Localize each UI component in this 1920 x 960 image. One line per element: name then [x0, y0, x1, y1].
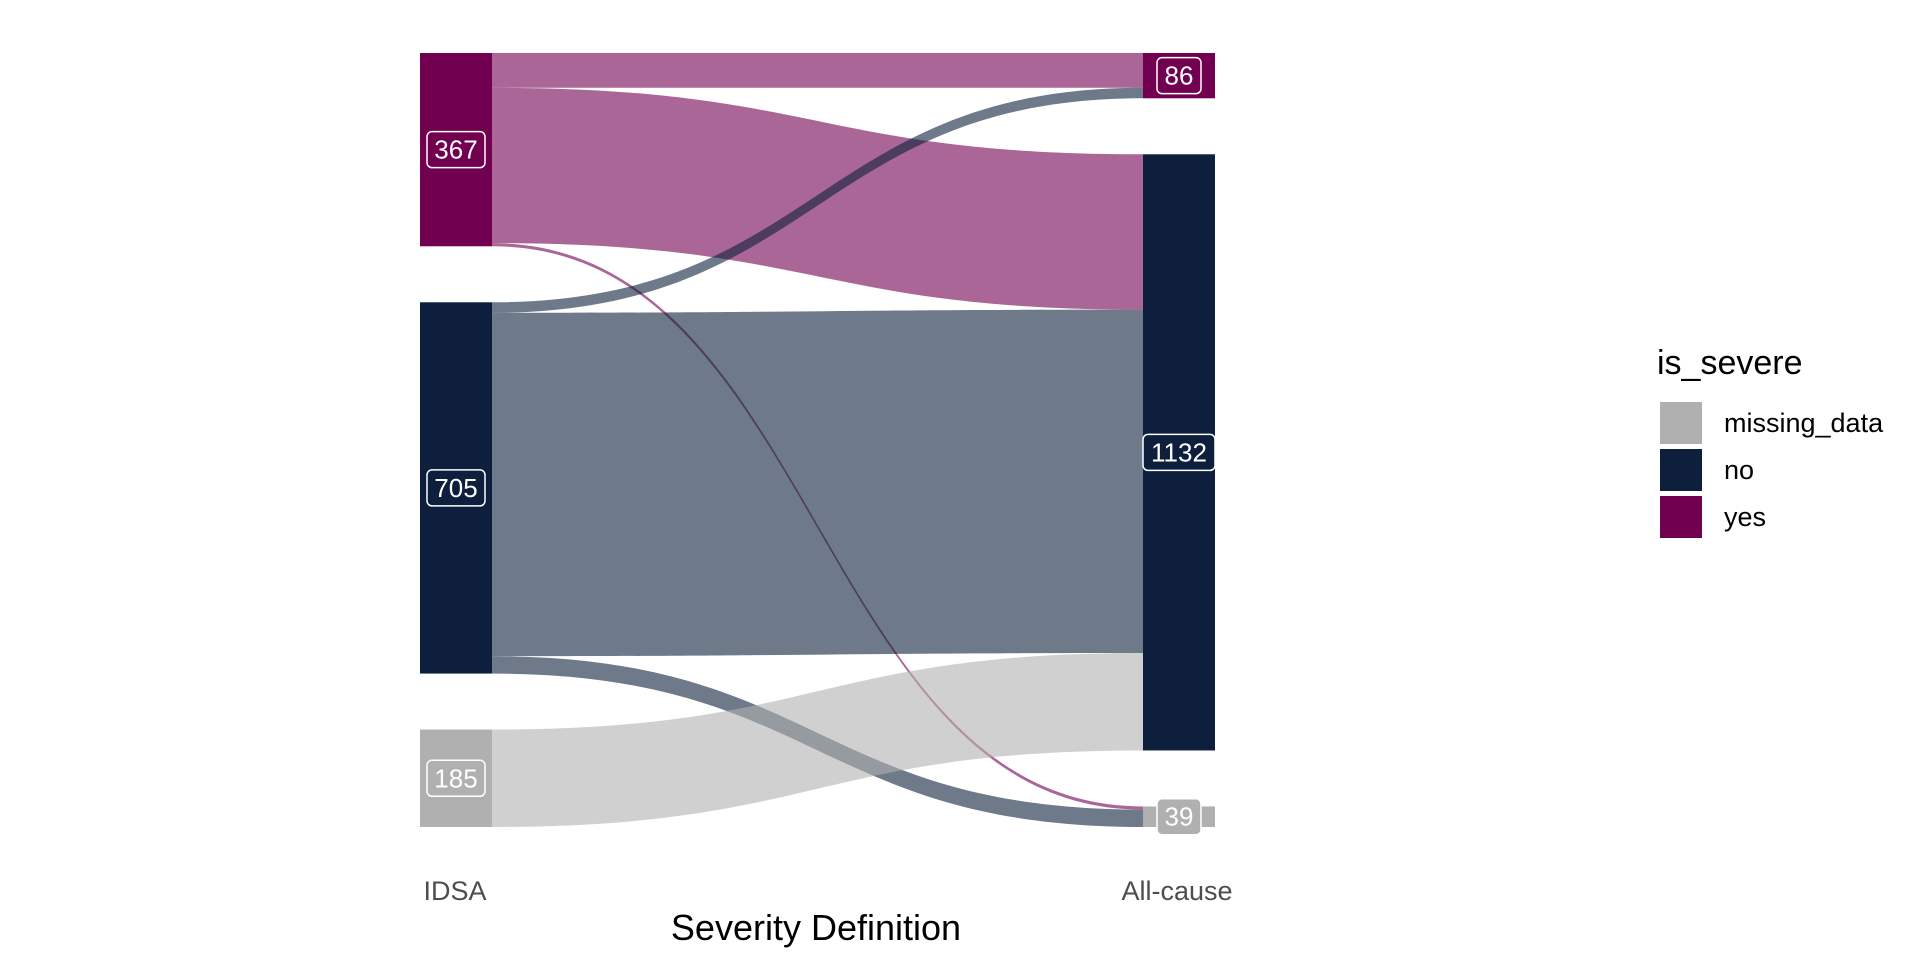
node-label-all-cause-no: 1132: [1151, 437, 1207, 467]
x-tick-label-idsa: IDSA: [423, 876, 486, 906]
node-label-idsa-yes: 367: [434, 135, 477, 165]
flows-layer: [492, 53, 1143, 827]
legend-title: is_severe: [1657, 344, 1803, 382]
node-label-all-cause-yes: 86: [1165, 61, 1194, 91]
flow-missing_data-to-no: [492, 653, 1143, 827]
node-label-box-all-cause-missing_data: [1156, 797, 1202, 836]
legend-label-no: no: [1724, 455, 1754, 485]
flow-no-to-no: [492, 309, 1143, 657]
node-label-idsa-no: 705: [434, 473, 477, 503]
node-label-box-idsa-yes: [426, 130, 486, 169]
node-label-box-all-cause-no: [1142, 433, 1216, 472]
legend-label-yes: yes: [1724, 502, 1766, 532]
legend-swatch-yes: [1660, 496, 1702, 538]
flow-yes-to-yes: [492, 53, 1143, 88]
node-labels-layer: 367 705 185 86 1132 39: [426, 56, 1216, 836]
node-label-box-idsa-no: [426, 469, 486, 507]
x-axis-title: Severity Definition: [671, 907, 961, 948]
node-label-box-idsa-missing_data: [426, 759, 486, 798]
node-label-all-cause-missing_data: 39: [1165, 802, 1194, 832]
legend-swatch-missing_data: [1660, 402, 1702, 444]
node-label-box-all-cause-yes: [1156, 56, 1202, 95]
legend-swatch-no: [1660, 449, 1702, 491]
legend-label-missing_data: missing_data: [1724, 408, 1884, 438]
flow-no-to-yes: [492, 87, 1143, 313]
x-tick-label-all-cause: All-cause: [1121, 876, 1232, 906]
node-label-idsa-missing_data: 185: [434, 763, 477, 793]
